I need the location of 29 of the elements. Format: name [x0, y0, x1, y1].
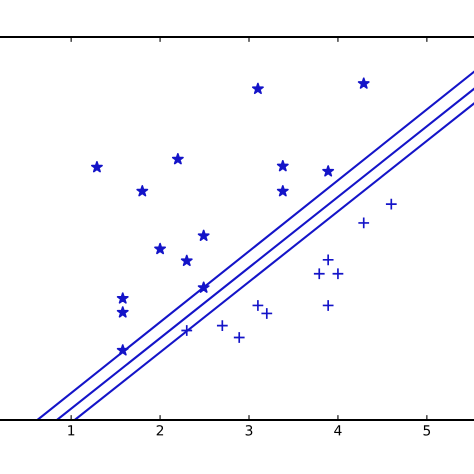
x-tick-label: 1: [68, 425, 74, 436]
point: [252, 82, 264, 94]
point: [116, 292, 129, 304]
point: [198, 230, 210, 241]
point: [172, 153, 184, 164]
x-tick-label: 5: [424, 425, 430, 436]
point: [116, 306, 129, 318]
point: [313, 268, 326, 280]
point: [90, 161, 103, 172]
point: [358, 77, 370, 89]
point: [136, 185, 148, 196]
point: [180, 254, 193, 266]
point: [358, 216, 370, 230]
point: [154, 242, 166, 254]
point: [180, 324, 193, 337]
x-tick-label: 2: [156, 425, 164, 436]
x-tick-label: 4: [334, 425, 342, 436]
point: [276, 160, 289, 172]
point: [322, 299, 334, 312]
point: [252, 299, 264, 312]
point: [233, 331, 246, 344]
point: [332, 268, 344, 280]
point: [385, 198, 398, 210]
point: [216, 319, 229, 332]
point: [260, 307, 274, 320]
point: [276, 185, 289, 196]
point: [322, 254, 334, 266]
point: [322, 165, 334, 177]
x-tick-label: 3: [246, 425, 252, 436]
